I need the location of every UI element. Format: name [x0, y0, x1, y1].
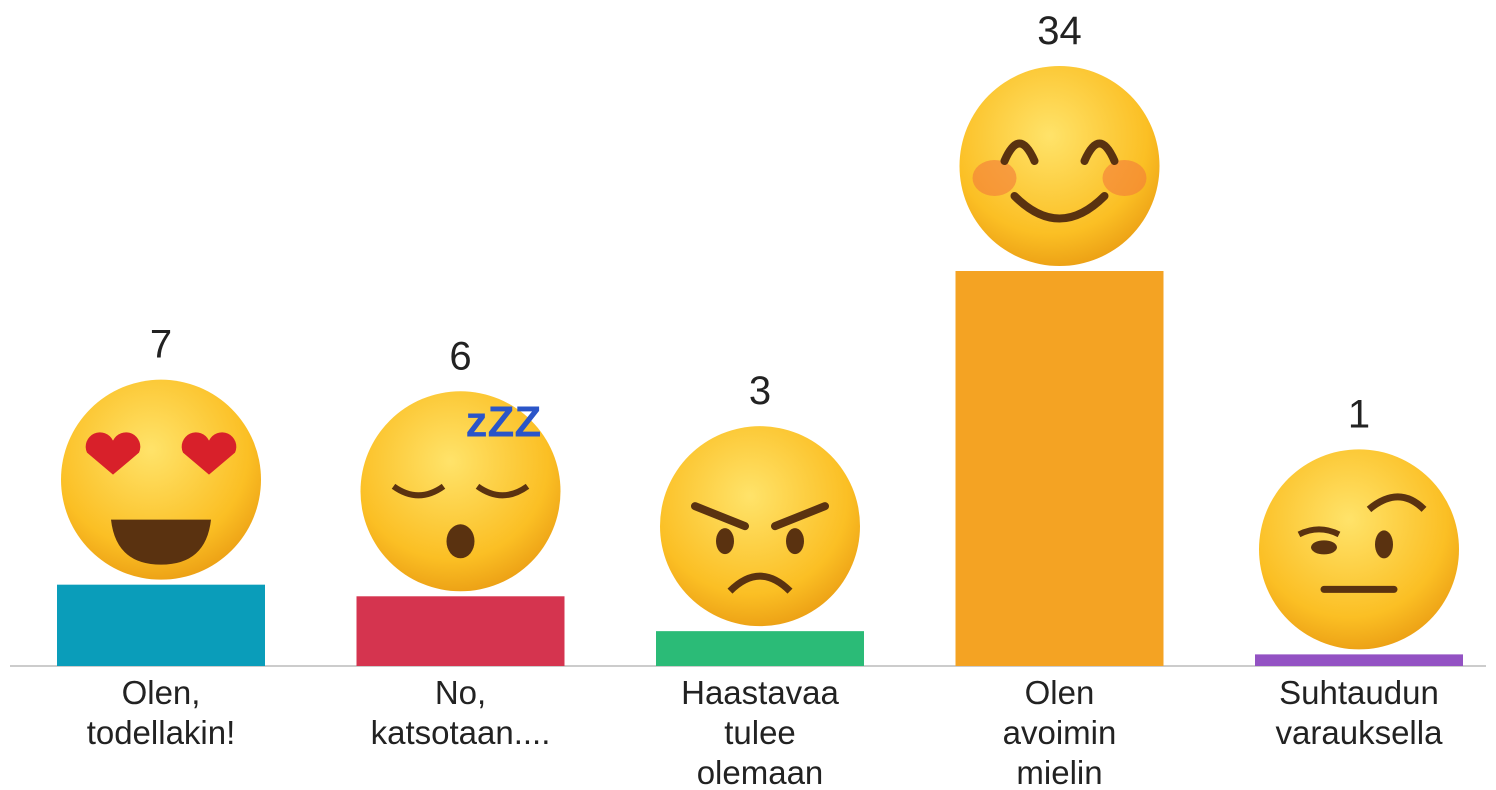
- emoji-face: [1259, 449, 1459, 650]
- mouth: [111, 519, 211, 565]
- brow: [1297, 526, 1341, 538]
- eye: [1080, 139, 1119, 165]
- blush: [1102, 160, 1147, 196]
- eye: [786, 528, 804, 555]
- bar: [1255, 654, 1463, 666]
- mouth: [727, 572, 793, 594]
- eye: [391, 483, 446, 499]
- x-tick-label: varauksella: [1276, 714, 1444, 751]
- blush: [972, 160, 1017, 196]
- x-tick-label: Olen,: [122, 674, 201, 711]
- brow: [691, 502, 749, 531]
- mouth: [1010, 192, 1109, 223]
- emoji-face: [660, 426, 860, 627]
- x-tick-label: katsotaan....: [371, 714, 551, 751]
- zzz: zZZ: [466, 397, 542, 446]
- eye: [1375, 530, 1393, 559]
- emoji: zZZ: [360, 391, 561, 592]
- heart: [85, 432, 141, 475]
- value-label: 3: [749, 369, 771, 413]
- bar: [656, 631, 864, 666]
- brow: [771, 502, 829, 531]
- value-label: 6: [449, 334, 471, 378]
- emoji-face: [360, 391, 561, 592]
- eye: [475, 483, 530, 499]
- x-tick-label: Olen: [1025, 674, 1095, 711]
- emoji: [660, 426, 860, 627]
- eye: [1311, 540, 1337, 555]
- eye: [1000, 139, 1039, 165]
- heart: [181, 432, 237, 475]
- bar: [955, 271, 1164, 666]
- value-label: 34: [1037, 9, 1082, 53]
- emoji: [959, 66, 1160, 266]
- bar: [57, 584, 265, 666]
- bar: [356, 596, 565, 666]
- emoji-face: [61, 379, 261, 580]
- x-tick-label: olemaan: [697, 754, 824, 790]
- eye: [716, 528, 734, 555]
- x-tick-label: Haastavaa: [681, 674, 839, 711]
- x-tick-label: tulee: [724, 714, 796, 751]
- x-tick-label: mielin: [1016, 754, 1102, 790]
- value-label: 1: [1348, 392, 1370, 436]
- value-label: 7: [150, 323, 172, 367]
- x-tick-label: No,: [435, 674, 486, 711]
- emoji: [1259, 449, 1459, 650]
- x-tick-label: Suhtaudun: [1279, 674, 1439, 711]
- brow: [1366, 493, 1427, 513]
- x-tick-label: avoimin: [1003, 714, 1117, 751]
- emoji: [61, 379, 261, 580]
- emoji-face: [959, 66, 1160, 266]
- mouth: [446, 524, 475, 559]
- x-tick-label: todellakin!: [87, 714, 236, 751]
